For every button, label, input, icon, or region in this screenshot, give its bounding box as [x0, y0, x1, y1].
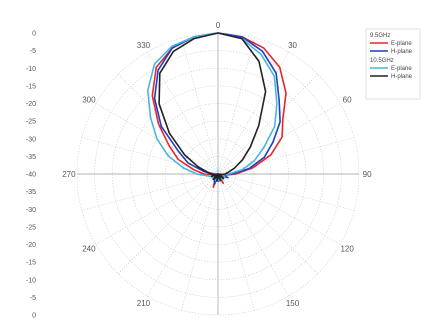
- grid-spoke: [181, 37, 219, 175]
- angular-tick-label: 150: [286, 299, 300, 308]
- angular-tick-label: 0: [216, 21, 221, 30]
- grid-spoke: [217, 74, 318, 175]
- tick-labels: 0 -5 -10 -15 -20 -25 -30 -35 -40 -35 -30 -25 -20 -15 -…: [26, 21, 372, 320]
- angular-tick-label: 210: [137, 299, 151, 308]
- radial-tick-label: -15: [26, 83, 36, 90]
- grid-spoke: [147, 51, 219, 175]
- legend-entry: H-plane: [391, 74, 413, 80]
- radial-tick-label: -10: [26, 277, 36, 284]
- grid-spoke: [147, 173, 219, 297]
- legend-entry: E-plane: [391, 41, 412, 47]
- grid-spoke: [118, 173, 219, 274]
- angular-tick-label: 90: [363, 170, 372, 179]
- series-group: [147, 32, 287, 188]
- series-line-3: [158, 32, 267, 182]
- radial-tick-label: -35: [26, 154, 36, 161]
- legend-box: [365, 28, 421, 100]
- radial-tick-label: -5: [30, 48, 36, 55]
- angular-tick-label: 60: [343, 95, 352, 104]
- grid-spoke: [181, 173, 219, 311]
- radial-tick-label: -20: [26, 242, 36, 249]
- grid-spoke: [217, 173, 341, 245]
- radial-tick-label: -40: [26, 172, 36, 179]
- grid-spoke: [95, 173, 219, 245]
- grid-spoke: [217, 173, 355, 211]
- angular-tick-label: 270: [62, 170, 76, 179]
- grid-spoke: [217, 37, 255, 175]
- radial-tick-label: -10: [26, 66, 36, 73]
- series-line-1: [153, 32, 281, 185]
- radial-tick-label: 0: [32, 31, 36, 38]
- angular-tick-label: 300: [82, 95, 96, 104]
- angular-tick-label: 330: [137, 41, 151, 50]
- radial-tick-label: -5: [30, 295, 36, 302]
- legend: 9.5GHzE-planeH-plane10.5GHzE-planeH-plan…: [365, 28, 421, 100]
- angular-tick-label: 120: [340, 245, 354, 254]
- grid-spoke: [217, 173, 255, 311]
- polar-grid: [76, 32, 360, 316]
- radial-tick-label: -25: [26, 224, 36, 231]
- radial-tick-label: -15: [26, 260, 36, 267]
- legend-entry: E-plane: [391, 66, 412, 72]
- radial-tick-label: -25: [26, 119, 36, 126]
- grid-spoke: [81, 173, 219, 211]
- radial-tick-label: -30: [26, 136, 36, 143]
- radial-tick-label: -30: [26, 207, 36, 214]
- angular-tick-label: 30: [288, 41, 297, 50]
- grid-spoke: [217, 103, 341, 175]
- grid-spoke: [118, 74, 219, 175]
- grid-spoke: [217, 137, 355, 175]
- grid-spoke: [217, 173, 289, 297]
- legend-entry: H-plane: [391, 49, 413, 55]
- grid-spoke: [217, 173, 318, 274]
- radial-tick-label: -20: [26, 101, 36, 108]
- grid-spoke: [81, 137, 219, 175]
- legend-group-label: 10.5GHz: [370, 58, 394, 64]
- legend-group-label: 9.5GHz: [370, 33, 390, 39]
- radial-tick-label: 0: [32, 313, 36, 320]
- radial-tick-label: -35: [26, 189, 36, 196]
- angular-tick-label: 240: [82, 245, 96, 254]
- grid-spoke: [217, 51, 289, 175]
